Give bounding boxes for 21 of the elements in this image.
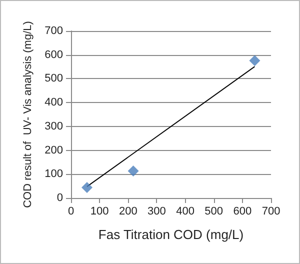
x-tick-label: 500 — [204, 206, 224, 218]
x-tick-label: 700 — [262, 206, 280, 218]
y-tick-label: 500 — [44, 72, 63, 85]
x-tick-label: 200 — [118, 206, 138, 218]
y-tick-label: 300 — [44, 120, 63, 132]
x-axis-title: Fas Titration COD (mg/L) — [98, 227, 244, 242]
y-tick-label: 700 — [44, 25, 63, 37]
y-tick-label: 200 — [44, 144, 63, 156]
x-tick-label: 600 — [233, 206, 252, 218]
x-tick-label: 400 — [176, 206, 194, 218]
x-tick-label: 100 — [90, 206, 109, 218]
point — [128, 166, 139, 177]
x-tick-label: 300 — [148, 206, 166, 218]
y-tick-label: 0 — [56, 192, 63, 204]
point — [249, 55, 260, 66]
y-tick-label: 600 — [44, 48, 63, 61]
point — [82, 182, 92, 194]
y-tick-label: 400 — [44, 96, 63, 109]
x-tick-label: 0 — [68, 206, 74, 218]
y-tick-label: 100 — [44, 168, 63, 180]
y-axis-title: COD result of UV- Vis analysis (mg/L) — [22, 21, 34, 208]
